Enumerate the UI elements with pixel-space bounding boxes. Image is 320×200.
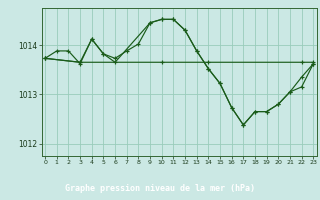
Text: Graphe pression niveau de la mer (hPa): Graphe pression niveau de la mer (hPa) bbox=[65, 184, 255, 193]
